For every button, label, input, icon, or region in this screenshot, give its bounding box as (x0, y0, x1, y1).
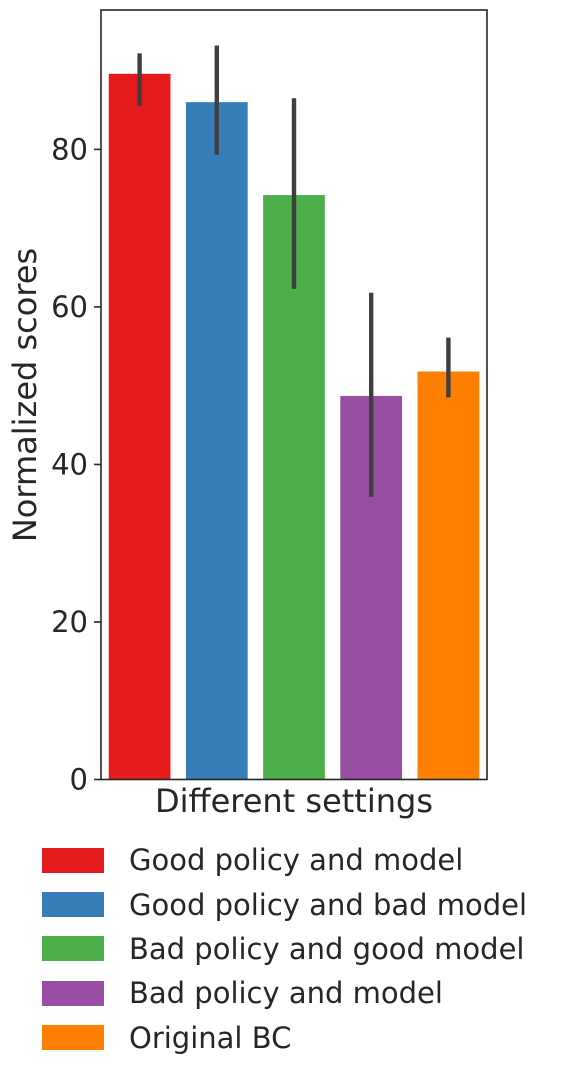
legend-label: Original BC (129, 1020, 292, 1055)
legend-swatch (42, 1025, 104, 1051)
legend-swatch (42, 892, 104, 918)
legend-label: Good policy and bad model (129, 887, 528, 922)
legend-item-4: Bad policy and model (42, 971, 527, 1015)
legend-swatch (42, 936, 104, 962)
bar-2 (185, 102, 248, 780)
y-axis: 0 20 40 60 80 (51, 132, 101, 797)
bar-chart: 0 20 40 60 80 Different settings Normalized … (6, 9, 488, 820)
legend-label: Bad policy and model (129, 976, 443, 1011)
plot-frame (100, 9, 488, 781)
error-bars-group (137, 45, 451, 497)
legend-item-5: Original BC (42, 1016, 527, 1060)
bar-1 (108, 73, 171, 780)
y-tick-label: 20 (51, 605, 88, 639)
bar-5 (417, 371, 480, 780)
y-tick-label: 0 (70, 763, 88, 797)
x-axis-label: Different settings (155, 782, 433, 820)
legend-label: Bad policy and good model (129, 931, 525, 966)
legend-label: Good policy and model (129, 843, 464, 878)
legend-item-3: Bad policy and good model (42, 927, 527, 971)
legend-item-1: Good policy and model (42, 838, 527, 882)
y-tick-label: 60 (51, 290, 88, 324)
legend: Good policy and model Good policy and bad… (42, 838, 527, 1060)
y-axis-label: Normalized scores (6, 248, 44, 542)
y-tick-label: 80 (51, 132, 88, 166)
legend-item-2: Good policy and bad model (42, 882, 527, 926)
legend-swatch (42, 847, 104, 873)
bar-3 (263, 195, 325, 780)
y-tick-label: 40 (51, 447, 88, 481)
legend-swatch (42, 980, 104, 1006)
